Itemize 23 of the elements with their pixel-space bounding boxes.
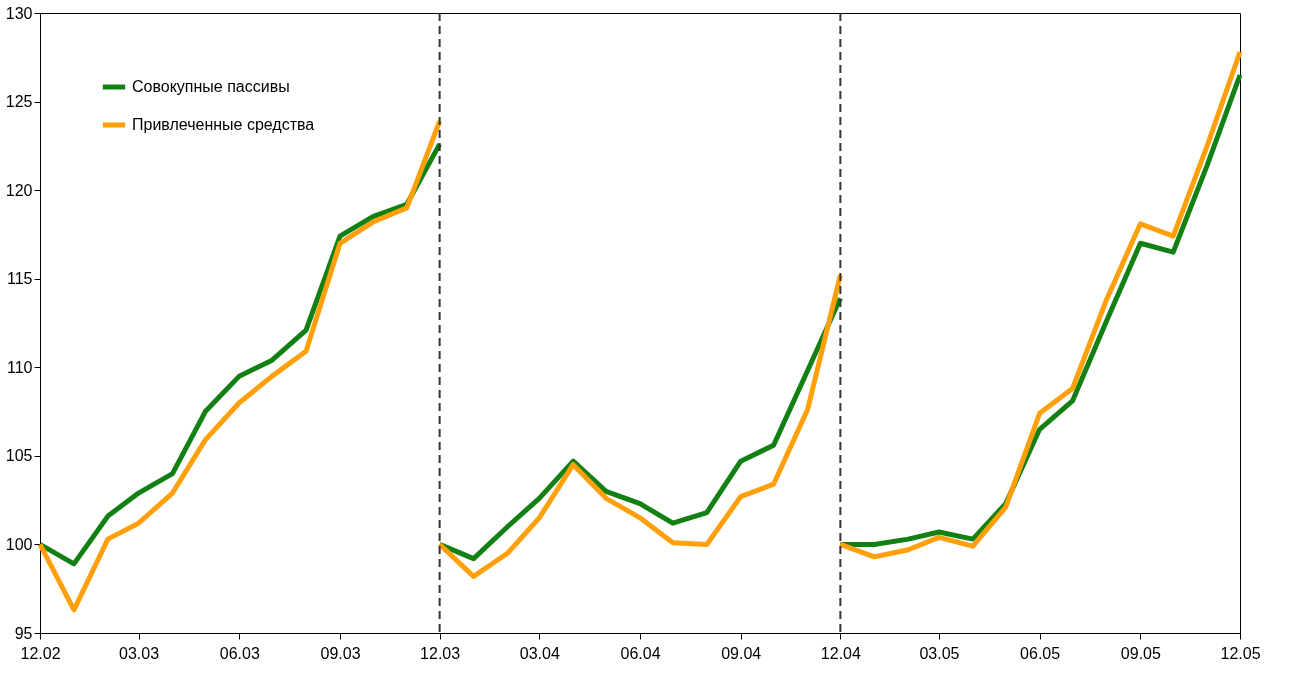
x-tick-label: 09.05 — [1120, 644, 1161, 662]
legend-label: Совокупные пассивы — [132, 78, 290, 95]
x-tick-label: 06.05 — [1020, 644, 1061, 662]
legend-label: Привлеченные средства — [132, 116, 315, 133]
y-tick-label: 100 — [5, 535, 33, 553]
x-tick-label: 12.04 — [820, 644, 861, 662]
x-tick-label: 03.04 — [519, 644, 560, 662]
x-tick-label: 12.03 — [420, 644, 461, 662]
y-tick-label: 95 — [14, 624, 33, 642]
x-tick-label: 03.03 — [119, 644, 160, 662]
x-tick-label: 06.03 — [219, 644, 260, 662]
x-tick-label: 09.03 — [320, 644, 361, 662]
y-tick-label: 130 — [5, 4, 33, 22]
x-tick-label: 12.02 — [20, 644, 61, 662]
y-tick-label: 115 — [6, 270, 33, 288]
y-tick-label: 105 — [5, 447, 33, 465]
y-tick-label: 125 — [5, 93, 33, 111]
y-tick-label: 110 — [6, 358, 33, 376]
x-tick-label: 06.04 — [620, 644, 661, 662]
x-tick-label: 03.05 — [919, 644, 960, 662]
x-tick-label: 09.04 — [721, 644, 762, 662]
x-tick-label: 12.05 — [1220, 644, 1261, 662]
y-tick-label: 120 — [5, 181, 33, 199]
